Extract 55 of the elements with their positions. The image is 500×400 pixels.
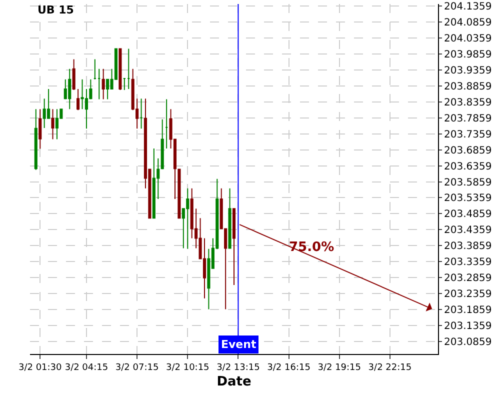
y-tick-label: 203.3859 (444, 241, 492, 252)
x-tick-label: 3/2 13:15 (216, 362, 260, 373)
candlestick (178, 168, 181, 219)
candlestick (68, 68, 72, 110)
y-tick-label: 203.9859 (444, 49, 492, 60)
x-tick-label: 3/2 22:15 (368, 362, 412, 373)
chart-title: UB 15 (38, 4, 74, 17)
candlestick (232, 208, 236, 286)
x-tick-label: 3/2 07:15 (115, 362, 159, 373)
y-tick-label: 203.3359 (444, 257, 492, 268)
y-tick-label: 203.6359 (444, 161, 492, 172)
y-tick-label: 203.4859 (444, 209, 492, 220)
y-tick-label: 203.1359 (444, 321, 492, 332)
candlestick (186, 188, 190, 250)
x-tick-label: 3/2 19:15 (318, 362, 362, 373)
candlestick (51, 108, 54, 140)
candlestick (228, 188, 232, 249)
candlestick (34, 108, 38, 170)
y-tick-label: 203.2359 (444, 289, 492, 300)
y-tick-label: 203.1859 (444, 305, 492, 316)
candlestick (118, 48, 122, 90)
candlestick (102, 68, 105, 100)
annotation: 75.0% (289, 240, 334, 255)
candlestick (93, 58, 96, 80)
y-tick-label: 203.0859 (444, 337, 492, 348)
x-tick-label: 3/2 16:15 (267, 362, 310, 373)
y-tick-label: 204.0359 (444, 33, 492, 44)
y-tick-label: 203.9359 (444, 65, 492, 76)
candlestick (165, 98, 168, 149)
y-tick-label: 203.7359 (444, 129, 492, 140)
y-tick-label: 203.2859 (444, 273, 492, 284)
x-tick-label: 3/2 04:15 (64, 362, 108, 373)
candlestick (127, 48, 130, 90)
y-tick-label: 203.6859 (444, 145, 492, 156)
y-tick-label: 203.7859 (444, 113, 492, 124)
candlestick (160, 118, 164, 170)
y-tick-label: 203.5859 (444, 177, 492, 188)
y-tick-label: 203.5359 (444, 193, 492, 204)
y-tick-label: 204.0859 (444, 17, 492, 28)
x-axis-title: Date (216, 374, 252, 390)
ref-line-label: Event (221, 338, 256, 351)
candlestick (140, 98, 143, 130)
candlestick (152, 148, 156, 219)
y-tick-label: 203.4359 (444, 225, 492, 236)
x-tick-label: 3/2 10:15 (166, 362, 210, 373)
candlestick (122, 78, 126, 90)
y-tick-label: 204.1359 (444, 1, 492, 12)
y-tick-label: 203.8359 (444, 97, 492, 108)
candlestick (98, 68, 101, 100)
candlestick (38, 108, 42, 150)
candlestick (72, 58, 76, 90)
candlestick (55, 108, 59, 140)
x-tick-label: 3/2 01:30 (18, 362, 62, 373)
y-tick-label: 203.8859 (444, 81, 492, 92)
candlestick (76, 88, 80, 111)
